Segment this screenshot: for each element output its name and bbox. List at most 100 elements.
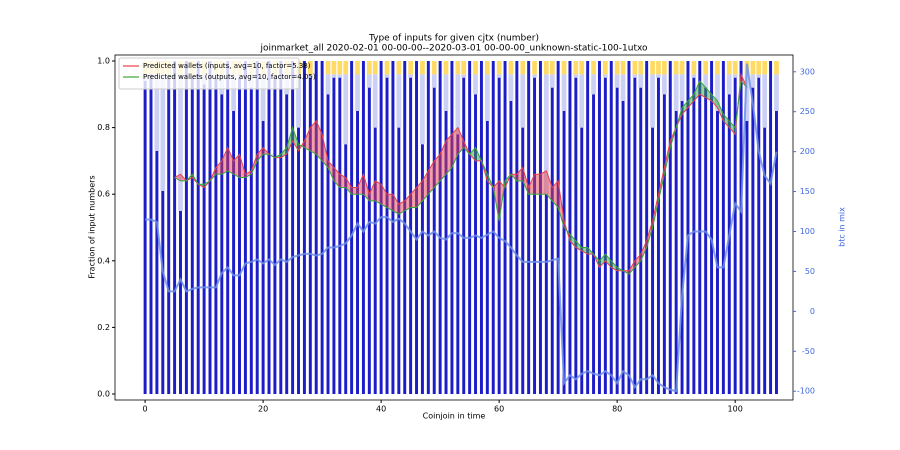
bar-segment [591, 60, 596, 75]
bar-segment [173, 60, 177, 395]
fill-between [227, 147, 234, 175]
y2-axis-label: btc in mix [838, 207, 847, 247]
bar-segment [167, 77, 171, 395]
bar-segment [520, 60, 526, 75]
bar-segment [645, 60, 649, 395]
bar-segment [372, 74, 378, 128]
bar-segment [307, 74, 313, 78]
fill-between [316, 120, 323, 161]
fill-between [540, 170, 547, 195]
bar-segment [361, 60, 365, 395]
bar-segment [255, 60, 259, 395]
bar-segment [762, 74, 768, 128]
fill-between [410, 187, 417, 208]
bar-segment [763, 127, 767, 395]
bar-segment [391, 60, 395, 395]
x-tick-label: 0 [143, 405, 148, 414]
bar-segment [455, 74, 461, 135]
bar-segment [462, 77, 466, 395]
fill-between [404, 194, 411, 211]
y-tick-label: 0.6 [97, 190, 110, 199]
bar-segment [520, 74, 526, 128]
bar-segment [366, 60, 372, 75]
bar-segment [325, 74, 331, 95]
bar-segment [337, 74, 343, 78]
bar-segment [633, 77, 637, 395]
bar-segment [703, 74, 709, 88]
fill-between [381, 184, 388, 208]
bar-segment [496, 60, 502, 75]
fill-between [398, 200, 405, 215]
fill-between [221, 147, 228, 175]
bar-segment [202, 84, 206, 395]
bar-segment [632, 74, 638, 78]
bar-segment [468, 60, 472, 395]
bar-segment [756, 74, 762, 78]
line [174, 79, 748, 275]
bar-segment [296, 74, 301, 128]
bar-segment [692, 77, 696, 395]
bar-segment [602, 74, 608, 78]
bar-segment [332, 77, 336, 395]
bar-segment [243, 60, 247, 395]
bar-segment [621, 100, 625, 395]
x-tick-label: 80 [612, 405, 622, 414]
bar-segment [161, 190, 165, 395]
bar-segment [179, 210, 182, 395]
bar-segment [261, 120, 265, 395]
y-tick-label: 0.4 [97, 256, 110, 265]
y2-tick-label: 150 [800, 187, 815, 196]
bar-segment [656, 60, 661, 75]
bar-segment [627, 60, 631, 395]
bar-segment [461, 74, 467, 78]
bar-segment [538, 60, 542, 395]
fill-between [292, 127, 299, 151]
fill-between [416, 180, 423, 208]
bar-segment [691, 74, 697, 78]
y2-tick-label: -100 [797, 387, 815, 396]
bar-segment [384, 60, 390, 75]
fill-between [233, 154, 240, 178]
chart-title: Type of inputs for given cjtx (number) [368, 34, 539, 44]
bar-segment [726, 74, 732, 95]
bar-segment [432, 87, 436, 395]
fill-between [546, 170, 553, 201]
bar-segment [455, 60, 461, 75]
bar-segment [762, 60, 768, 75]
bar-segment [260, 74, 266, 121]
y2-tick-label: 50 [805, 267, 815, 276]
bar-segment [196, 60, 200, 395]
bar-segment [397, 127, 401, 395]
bar-segment [366, 74, 372, 88]
y-tick-label: 0.0 [97, 390, 110, 399]
bar-segment [214, 77, 218, 395]
bar-segment [620, 60, 626, 75]
bar-segment [367, 87, 371, 395]
fill-between [634, 254, 641, 268]
bar-segment [508, 60, 514, 75]
bar-segment [443, 74, 449, 111]
bar-segment [409, 77, 413, 395]
x-tick-label: 60 [494, 405, 504, 414]
y-tick-label: 0.2 [97, 323, 110, 332]
fill-between [516, 167, 523, 181]
bar-segment [750, 60, 756, 75]
bar-segment [668, 60, 672, 395]
bar-segment [314, 60, 318, 395]
bar-segment [579, 74, 585, 128]
bar-segment [638, 74, 644, 88]
fill-between [422, 170, 429, 201]
bar-segment [674, 110, 678, 395]
fill-between [345, 177, 352, 195]
bar-segment [350, 60, 354, 395]
bar-segment [573, 60, 579, 75]
bar-segment [379, 60, 383, 395]
bar-segment [273, 77, 277, 395]
bar-segment [745, 120, 749, 395]
fill-between [717, 100, 724, 121]
bar-segment [337, 60, 343, 75]
bar-segment [515, 60, 519, 395]
bar-segment [415, 60, 419, 395]
fill-between [446, 134, 452, 175]
bar-segment [491, 60, 495, 395]
